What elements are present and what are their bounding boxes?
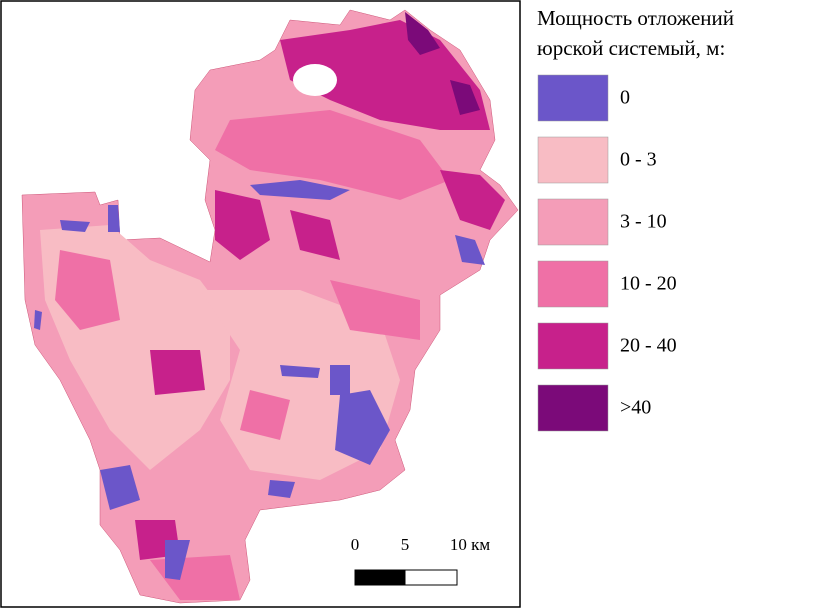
scale-label: 0 bbox=[351, 535, 360, 554]
legend-swatch bbox=[537, 198, 609, 246]
legend-swatch bbox=[537, 384, 609, 432]
scale-label: 10 км bbox=[450, 535, 491, 554]
scale-segment bbox=[404, 569, 458, 586]
legend-swatch bbox=[537, 74, 609, 122]
legend-label: 3 - 10 bbox=[620, 211, 667, 233]
legend-label: 10 - 20 bbox=[620, 273, 677, 295]
zones bbox=[34, 12, 505, 600]
legend-swatch bbox=[537, 136, 609, 184]
legend-label: 0 - 3 bbox=[620, 149, 657, 171]
legend-label: >40 bbox=[620, 397, 651, 419]
scale-bar: 0 5 10 км bbox=[351, 535, 491, 586]
scale-label: 5 bbox=[401, 535, 410, 554]
legend-title: юрской системый, м: bbox=[537, 36, 725, 60]
legend-label: 20 - 40 bbox=[620, 335, 677, 357]
scale-segment bbox=[354, 569, 406, 586]
legend-swatch bbox=[537, 322, 609, 370]
legend-label: 0 bbox=[620, 87, 630, 109]
legend-swatch bbox=[537, 260, 609, 308]
legend-title: Мощность отложений bbox=[537, 6, 734, 30]
map-area bbox=[21, 9, 519, 604]
legend: Мощность отложений юрской системый, м: 0… bbox=[537, 6, 734, 432]
